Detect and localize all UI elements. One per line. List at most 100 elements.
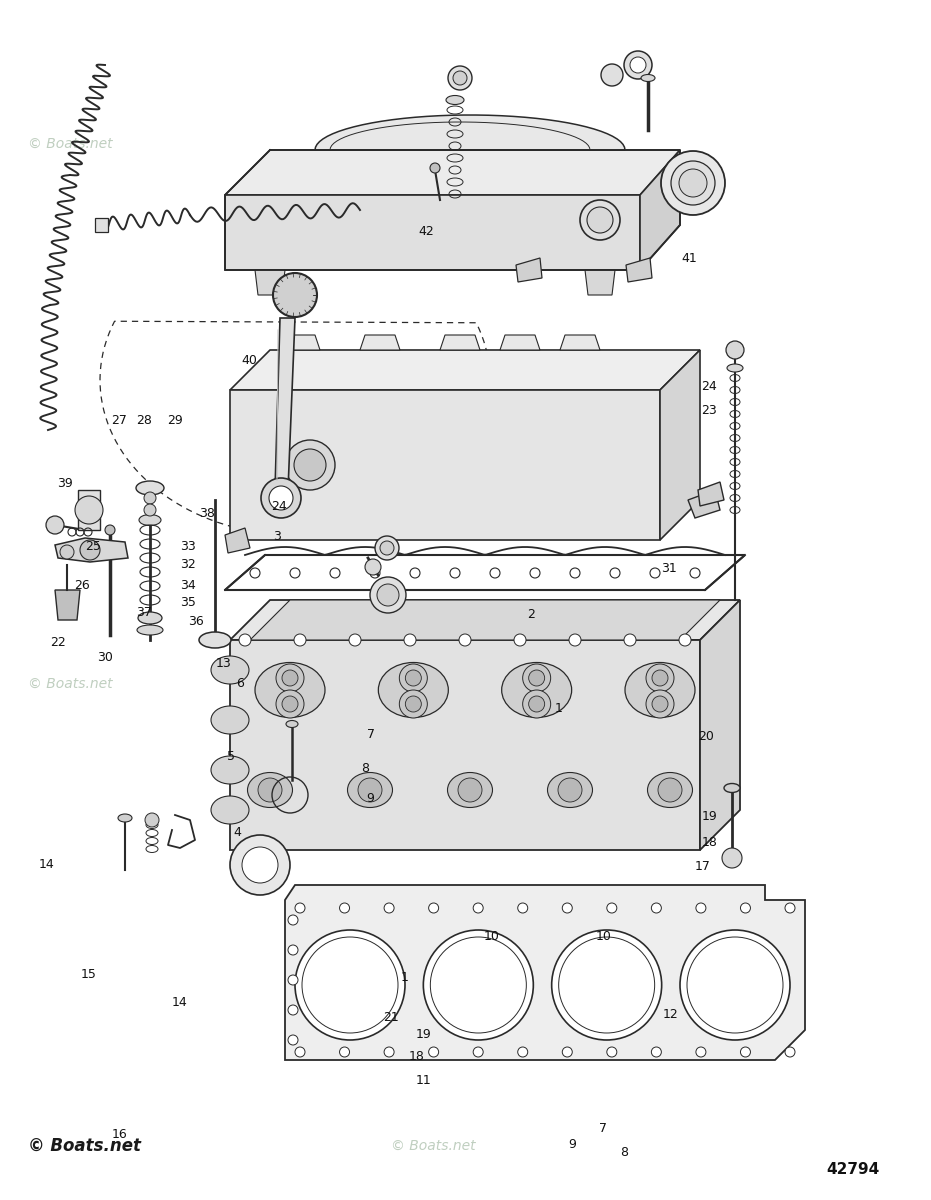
Polygon shape bbox=[585, 270, 615, 295]
Text: © Boats.net: © Boats.net bbox=[391, 677, 476, 691]
Text: 29: 29 bbox=[168, 414, 182, 426]
Ellipse shape bbox=[211, 756, 249, 784]
Circle shape bbox=[522, 690, 550, 718]
Polygon shape bbox=[275, 318, 295, 490]
Circle shape bbox=[695, 902, 706, 913]
Circle shape bbox=[288, 946, 298, 955]
Text: 1: 1 bbox=[555, 702, 562, 714]
Circle shape bbox=[273, 272, 317, 317]
Circle shape bbox=[404, 634, 416, 646]
Text: 6: 6 bbox=[236, 678, 244, 690]
Circle shape bbox=[288, 974, 298, 985]
Circle shape bbox=[145, 814, 159, 827]
Polygon shape bbox=[230, 600, 740, 640]
Polygon shape bbox=[500, 335, 540, 350]
Text: 35: 35 bbox=[180, 596, 196, 608]
Circle shape bbox=[624, 634, 636, 646]
Ellipse shape bbox=[547, 773, 592, 808]
Polygon shape bbox=[688, 490, 720, 518]
Polygon shape bbox=[225, 528, 250, 553]
Circle shape bbox=[250, 568, 260, 578]
Text: 7: 7 bbox=[600, 1122, 607, 1134]
Text: © Boats.net: © Boats.net bbox=[28, 1138, 141, 1154]
Circle shape bbox=[428, 902, 439, 913]
Circle shape bbox=[530, 568, 540, 578]
Polygon shape bbox=[280, 335, 320, 350]
Text: 1: 1 bbox=[401, 972, 409, 984]
Text: 27: 27 bbox=[111, 414, 128, 426]
Text: 14: 14 bbox=[39, 858, 54, 870]
Polygon shape bbox=[95, 218, 108, 232]
Circle shape bbox=[569, 634, 581, 646]
Circle shape bbox=[385, 1046, 394, 1057]
Circle shape bbox=[294, 449, 326, 481]
Circle shape bbox=[607, 1046, 617, 1057]
Circle shape bbox=[75, 496, 103, 524]
Circle shape bbox=[269, 486, 293, 510]
Text: 34: 34 bbox=[181, 580, 196, 592]
Circle shape bbox=[294, 634, 306, 646]
Text: 38: 38 bbox=[198, 508, 215, 520]
Circle shape bbox=[349, 634, 361, 646]
Circle shape bbox=[288, 1006, 298, 1015]
Ellipse shape bbox=[727, 364, 743, 372]
Circle shape bbox=[726, 341, 744, 359]
Circle shape bbox=[679, 634, 691, 646]
Circle shape bbox=[559, 937, 654, 1033]
Text: 13: 13 bbox=[216, 658, 231, 670]
Circle shape bbox=[295, 930, 405, 1040]
Ellipse shape bbox=[139, 515, 161, 526]
Circle shape bbox=[405, 670, 422, 686]
Circle shape bbox=[399, 664, 427, 692]
Text: 22: 22 bbox=[50, 636, 65, 648]
Circle shape bbox=[646, 690, 674, 718]
Circle shape bbox=[430, 163, 440, 173]
Circle shape bbox=[687, 937, 783, 1033]
Circle shape bbox=[370, 577, 406, 613]
Circle shape bbox=[242, 847, 278, 883]
Circle shape bbox=[285, 440, 335, 490]
Circle shape bbox=[630, 56, 646, 73]
Ellipse shape bbox=[446, 96, 464, 104]
Ellipse shape bbox=[502, 662, 572, 718]
Text: 14: 14 bbox=[172, 996, 187, 1008]
Ellipse shape bbox=[724, 784, 740, 792]
Text: 21: 21 bbox=[384, 1012, 398, 1024]
Polygon shape bbox=[225, 150, 680, 194]
Polygon shape bbox=[250, 600, 720, 640]
Circle shape bbox=[740, 902, 750, 913]
Ellipse shape bbox=[641, 74, 655, 82]
Circle shape bbox=[288, 914, 298, 925]
Circle shape bbox=[679, 169, 707, 197]
Circle shape bbox=[695, 1046, 706, 1057]
Text: © Boats.net: © Boats.net bbox=[391, 1139, 476, 1153]
Polygon shape bbox=[560, 335, 600, 350]
Circle shape bbox=[650, 568, 660, 578]
Circle shape bbox=[60, 545, 74, 559]
Circle shape bbox=[652, 1046, 661, 1057]
Circle shape bbox=[144, 504, 156, 516]
Text: 23: 23 bbox=[702, 404, 717, 416]
Ellipse shape bbox=[378, 662, 449, 718]
Text: 39: 39 bbox=[58, 478, 73, 490]
Circle shape bbox=[558, 778, 582, 802]
Circle shape bbox=[448, 66, 472, 90]
Circle shape bbox=[239, 634, 251, 646]
Circle shape bbox=[405, 696, 422, 712]
Circle shape bbox=[377, 584, 399, 606]
Text: 19: 19 bbox=[416, 1028, 431, 1040]
Ellipse shape bbox=[448, 773, 492, 808]
Ellipse shape bbox=[211, 706, 249, 734]
Circle shape bbox=[652, 696, 668, 712]
Circle shape bbox=[428, 1046, 439, 1057]
Polygon shape bbox=[360, 335, 400, 350]
Circle shape bbox=[430, 937, 526, 1033]
Circle shape bbox=[105, 526, 115, 535]
Circle shape bbox=[399, 690, 427, 718]
Circle shape bbox=[562, 902, 573, 913]
Circle shape bbox=[295, 1046, 305, 1057]
Circle shape bbox=[587, 206, 613, 233]
Text: 24: 24 bbox=[702, 380, 717, 392]
Circle shape bbox=[380, 541, 394, 554]
Text: 31: 31 bbox=[661, 563, 676, 575]
